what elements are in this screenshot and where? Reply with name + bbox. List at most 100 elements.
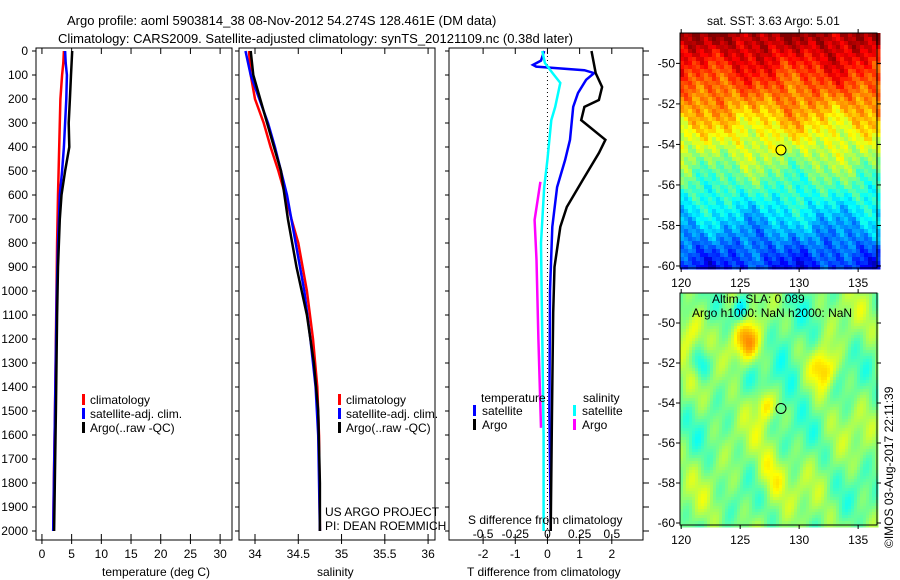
map-cell [876,113,881,118]
map-cell [686,335,690,339]
map-cell [828,233,833,238]
map-cell [791,293,795,297]
map-cell [716,129,721,134]
map-cell [724,97,729,102]
map-cell [724,185,729,190]
map-cell [713,344,717,348]
map-cell [812,241,817,246]
map-cell [748,77,753,82]
y-tick-label: 2000 [1,524,28,538]
map-cell [743,347,747,351]
map-cell [876,209,881,214]
map-cell [857,344,861,348]
map-cell [684,121,689,126]
map-cell [710,350,714,354]
map-cell [866,365,870,369]
map-cell [746,356,750,360]
map-cell [736,65,741,70]
map-cell [785,353,789,357]
map-cell [852,69,857,74]
map-cell [700,145,705,150]
map-cell [830,314,834,318]
map-cell [704,350,708,354]
map-cell [844,185,849,190]
map-cell [692,109,697,114]
map-cell [864,157,869,162]
zero-line-dot [546,248,548,249]
map-cell [728,57,733,62]
map-cell [857,341,861,345]
map-cell [816,145,821,150]
map-cell [860,265,865,270]
map-cell [708,225,713,230]
map-cell [820,141,825,146]
map-cell [756,45,761,50]
map-cell [804,241,809,246]
map-cell [788,308,792,312]
map-cell [872,314,876,318]
map-cell [688,253,693,258]
map-cell [876,177,881,182]
map-cell [863,341,867,345]
map-cell [704,293,708,297]
map-cell [748,49,753,54]
map-cell [840,261,845,266]
map-cell [696,77,701,82]
map-cell [760,209,765,214]
map-cell [788,237,793,242]
map-cell [784,173,789,178]
map-cell [732,105,737,110]
map-cell [794,347,798,351]
map-cell [680,353,684,357]
map-cell [808,41,813,46]
map-cell [680,356,684,360]
map-cell [812,233,817,238]
map-cell [764,169,769,174]
legend-marker [573,405,576,416]
map-cell [734,356,738,360]
map-cell [680,338,684,342]
map-cell [704,77,709,82]
map-cell [860,125,865,130]
map-cell [836,362,840,366]
map-cell [758,356,762,360]
map-cell [680,335,684,339]
map-cell [860,149,865,154]
map-cell [736,221,741,226]
map-cell [744,161,749,166]
map-cell [716,57,721,62]
map-cell [869,299,873,303]
map-cell [724,89,729,94]
map-cell [804,249,809,254]
map-cell [736,85,741,90]
map-cell [724,125,729,130]
map-cell [768,265,773,270]
map-cell [876,185,881,190]
map-cell [728,249,733,254]
zero-line-dot [546,492,548,493]
map-cell [824,153,829,158]
map-cell [728,181,733,186]
map-cell [698,356,702,360]
map-cell [869,314,873,318]
map-cell [824,237,829,242]
map-cell [808,229,813,234]
map-cell [696,157,701,162]
map-cell [772,101,777,106]
map-cell [692,93,697,98]
map-cell [743,332,747,336]
map-cell [688,33,693,38]
map-cell [808,61,813,66]
map-cell [684,145,689,150]
map-cell [794,359,798,363]
map-cell [863,302,867,306]
map-cell [776,189,781,194]
map-cell [758,308,762,312]
map-cell [869,332,873,336]
map-cell [857,362,861,366]
map-cell [860,45,865,50]
map-cell [692,329,696,333]
map-cell [701,326,705,330]
map-cell [748,193,753,198]
map-cell [852,149,857,154]
